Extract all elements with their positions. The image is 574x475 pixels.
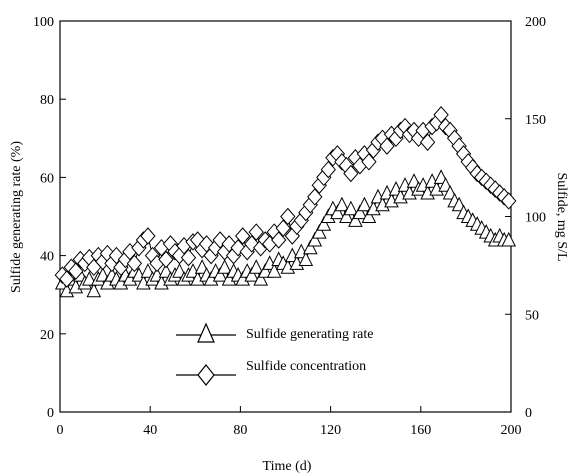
series-1-point xyxy=(419,133,436,151)
series-1-point xyxy=(501,192,517,210)
series-1-point xyxy=(59,270,75,288)
series-1-point xyxy=(68,262,84,280)
series-0-point xyxy=(81,270,97,286)
series-0-point xyxy=(86,282,102,298)
x-tick-label: 80 xyxy=(233,423,247,438)
series-1-point xyxy=(126,254,143,273)
y-axis-label-left: Sulfide generating rate (%) xyxy=(9,141,24,293)
series-0-point xyxy=(136,274,151,290)
series-0-point xyxy=(348,212,363,227)
series-0-point xyxy=(311,223,327,239)
series-1-point xyxy=(158,250,174,269)
y-right-tick-label: 0 xyxy=(525,406,532,421)
series-0-point xyxy=(501,231,517,247)
legend-label-generating-rate: Sulfide generating rate xyxy=(246,327,374,342)
series-0-point xyxy=(320,208,336,223)
series-0-point xyxy=(307,231,323,247)
series-0-point xyxy=(316,216,332,231)
series-1-point xyxy=(379,137,395,155)
series-0-point xyxy=(266,263,282,278)
series-1-point xyxy=(140,227,156,245)
series-1-point xyxy=(180,248,197,267)
series-1-point xyxy=(235,227,251,245)
x-tick-label: 160 xyxy=(410,423,431,438)
series-0-point xyxy=(352,204,368,220)
series-0-point xyxy=(257,263,273,278)
series-0-point xyxy=(334,196,350,212)
series-0-point xyxy=(253,270,269,286)
y-right-tick-label: 150 xyxy=(525,113,546,128)
y-right-tick-label: 50 xyxy=(525,308,539,323)
series-0-point xyxy=(366,200,381,216)
y-left-tick-label: 20 xyxy=(40,328,54,343)
x-tick-label: 40 xyxy=(143,423,157,438)
y-left-tick-label: 60 xyxy=(40,171,54,186)
series-1-point xyxy=(275,219,291,237)
legend: Sulfide generating rate Sulfide concentr… xyxy=(176,322,374,386)
series-1-point xyxy=(320,160,336,179)
x-tick-label: 120 xyxy=(320,423,341,438)
y-right-tick-label: 100 xyxy=(525,211,546,226)
y-left-tick-label: 80 xyxy=(40,93,54,108)
series-0-point xyxy=(244,266,260,282)
y-left-tick-label: 40 xyxy=(40,250,54,265)
series-0-point xyxy=(217,259,232,274)
x-tick-label: 0 xyxy=(57,423,64,438)
series-0-point xyxy=(298,251,314,266)
y-axis-label-right: Sulfide, mg S/L xyxy=(554,172,569,261)
series-0-point xyxy=(212,266,228,282)
series-0-point xyxy=(302,239,318,255)
series-0-point xyxy=(248,259,264,274)
y-right-tick-label: 200 xyxy=(525,15,546,30)
x-tick-label: 200 xyxy=(501,423,522,438)
series-1-point xyxy=(244,235,260,253)
legend-diamond-icon xyxy=(197,364,215,386)
y-left-tick-label: 100 xyxy=(33,15,54,30)
legend-triangle-icon xyxy=(197,322,215,343)
series-0-point xyxy=(361,208,377,223)
series-1-point xyxy=(433,106,449,124)
series-1-point xyxy=(361,153,377,171)
series-0-point xyxy=(339,208,354,223)
series-1-point xyxy=(248,223,264,241)
series-layer xyxy=(54,106,517,298)
legend-label-concentration: Sulfide concentration xyxy=(246,359,366,374)
series-0-point xyxy=(343,200,359,216)
y-left-tick-label: 0 xyxy=(47,406,54,421)
series-1-point xyxy=(343,164,359,183)
series-0-point xyxy=(330,204,345,220)
x-axis-label: Time (d) xyxy=(263,459,312,474)
series-1-point xyxy=(271,231,287,249)
series-1-point xyxy=(307,188,323,206)
series-1-point xyxy=(280,207,296,226)
series-0-point xyxy=(357,196,372,212)
